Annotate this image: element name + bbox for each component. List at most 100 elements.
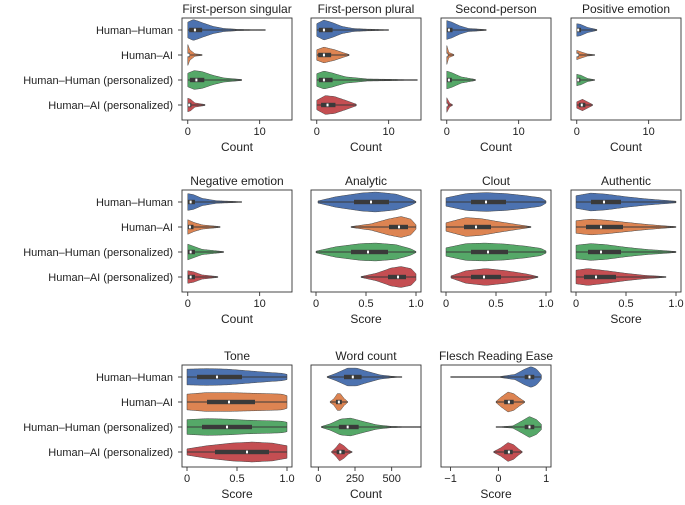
x-tick-label: 0.5 — [618, 298, 633, 310]
median-marker — [246, 450, 248, 454]
axes-frame — [310, 364, 422, 468]
median-marker — [326, 103, 329, 107]
iqr-box — [207, 399, 255, 405]
median-marker — [580, 103, 583, 107]
x-tick-label: 10 — [254, 298, 266, 310]
x-tick-label: 250 — [346, 473, 364, 485]
median-marker — [600, 250, 602, 254]
x-tick-label: 10 — [513, 126, 525, 138]
median-marker — [487, 250, 489, 254]
median-marker — [195, 78, 198, 82]
panel-title: Word count — [335, 349, 397, 363]
y-tick-label: Human–AI (personalized) — [48, 447, 173, 459]
x-axis-label: Score — [221, 487, 253, 501]
median-marker — [577, 28, 580, 32]
y-tick-label: Human–Human (personalized) — [23, 75, 173, 87]
panel-9: Word count 0 250 500 Count — [310, 349, 422, 501]
median-marker — [475, 225, 477, 229]
x-axis-label: Count — [221, 140, 254, 154]
x-tick-label: 0 — [574, 126, 580, 138]
panel-title: Tone — [224, 349, 250, 363]
median-marker — [189, 275, 192, 279]
panel-5: Analytic 0 0.5 1.0 Score — [310, 174, 424, 326]
median-marker — [188, 225, 191, 229]
median-marker — [447, 78, 450, 82]
median-marker — [228, 400, 230, 404]
x-tick-label: 0 — [184, 473, 190, 485]
panel-7: Authentic 0 0.5 1.0 Score — [570, 174, 684, 326]
median-marker — [528, 375, 531, 379]
x-tick-label: 1.0 — [668, 298, 683, 310]
iqr-box — [338, 424, 359, 430]
x-tick-label: 0 — [573, 298, 579, 310]
iqr-box — [464, 224, 491, 230]
median-marker — [351, 375, 354, 379]
median-marker — [577, 78, 580, 82]
iqr-box — [588, 249, 621, 255]
axes-frame — [570, 17, 682, 121]
median-marker — [595, 275, 597, 279]
axes-frame — [440, 17, 552, 121]
y-tick-label: Human–Human — [96, 372, 173, 384]
y-tick-label: Human–AI — [121, 50, 173, 62]
panel-title: Clout — [482, 174, 511, 188]
x-tick-label: 0 — [495, 473, 501, 485]
x-tick-label: 0 — [185, 298, 191, 310]
x-axis-label: Score — [350, 312, 382, 326]
x-axis-label: Count — [610, 140, 643, 154]
x-tick-label: 10 — [383, 126, 395, 138]
median-marker — [189, 250, 192, 254]
median-marker — [445, 53, 448, 57]
median-marker — [189, 200, 192, 204]
x-tick-label: 0 — [314, 126, 320, 138]
median-marker — [507, 450, 510, 454]
panel-title: Analytic — [345, 174, 387, 188]
median-marker — [337, 400, 340, 404]
x-tick-label: 0.5 — [358, 298, 373, 310]
median-marker — [216, 375, 218, 379]
axes-frame — [310, 17, 422, 121]
x-axis-label: Count — [350, 487, 383, 501]
x-axis-label: Score — [480, 487, 512, 501]
median-marker — [339, 450, 342, 454]
iqr-box — [197, 374, 242, 380]
panel-title: Negative emotion — [190, 174, 283, 188]
iqr-box — [584, 274, 616, 280]
median-marker — [188, 103, 191, 107]
axes-frame — [181, 17, 293, 121]
panel-title: Flesch Reading Ease — [439, 349, 553, 363]
x-axis-label: Score — [610, 312, 642, 326]
x-axis-label: Count — [480, 140, 513, 154]
x-tick-label: 0 — [185, 126, 191, 138]
median-marker — [346, 425, 349, 429]
median-marker — [600, 225, 602, 229]
x-tick-label: 10 — [643, 126, 655, 138]
panel-title: Positive emotion — [582, 2, 670, 16]
x-tick-label: −1 — [444, 473, 457, 485]
median-marker — [528, 425, 531, 429]
y-tick-label: Human–AI — [121, 397, 173, 409]
y-tick-label: Human–AI (personalized) — [48, 272, 173, 284]
x-tick-label: 0 — [313, 298, 319, 310]
panel-title: Second-person — [455, 2, 536, 16]
median-marker — [187, 53, 190, 57]
median-marker — [397, 275, 399, 279]
y-tick-label: Human–Human (personalized) — [23, 422, 173, 434]
median-marker — [485, 200, 487, 204]
panel-6: Clout 0 0.5 1.0 — [440, 174, 554, 310]
median-marker — [370, 200, 372, 204]
x-tick-label: 1.0 — [538, 298, 553, 310]
panel-title: First-person plural — [318, 2, 415, 16]
x-tick-label: 500 — [382, 473, 400, 485]
iqr-box — [215, 449, 269, 455]
y-tick-label: Human–Human — [96, 197, 173, 209]
x-tick-label: 0.5 — [488, 298, 503, 310]
x-tick-label: 1 — [543, 473, 549, 485]
iqr-box — [586, 224, 623, 230]
iqr-box — [471, 199, 506, 205]
x-tick-label: 0.5 — [229, 473, 244, 485]
x-axis-label: Count — [221, 312, 254, 326]
